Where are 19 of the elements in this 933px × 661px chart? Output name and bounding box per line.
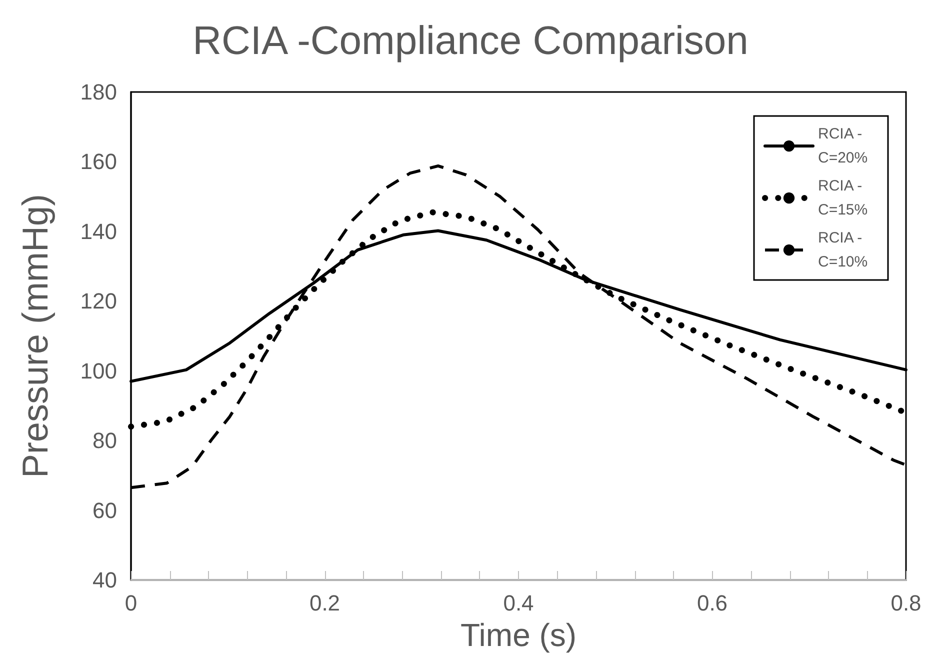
y-tick-label: 60 bbox=[92, 498, 117, 523]
legend-label: RCIA - C=10% bbox=[818, 230, 868, 270]
legend-label: RCIA - C=15% bbox=[818, 178, 868, 218]
y-tick-label: 100 bbox=[80, 358, 117, 384]
x-tick-label: 0.8 bbox=[890, 590, 922, 616]
y-tick-label: 140 bbox=[80, 218, 117, 244]
chart-title: RCIA -Compliance Comparison bbox=[192, 19, 748, 63]
legend-label: RCIA - C=20% bbox=[818, 126, 868, 166]
y-axis-title: Pressure (mmHg) bbox=[14, 194, 56, 478]
x-axis-title: Time (s) bbox=[460, 616, 577, 653]
x-tick-label: 0 bbox=[124, 590, 138, 616]
y-tick-label: 120 bbox=[80, 288, 117, 314]
x-tick-label: 0.6 bbox=[696, 590, 728, 616]
x-tick-label: 0.4 bbox=[503, 590, 534, 616]
y-tick-label: 160 bbox=[80, 149, 117, 174]
y-tick-label: 40 bbox=[92, 568, 117, 592]
y-tick-label: 80 bbox=[92, 428, 117, 454]
x-tick-label: 0.2 bbox=[309, 590, 340, 616]
y-tick-label: 180 bbox=[80, 80, 117, 104]
